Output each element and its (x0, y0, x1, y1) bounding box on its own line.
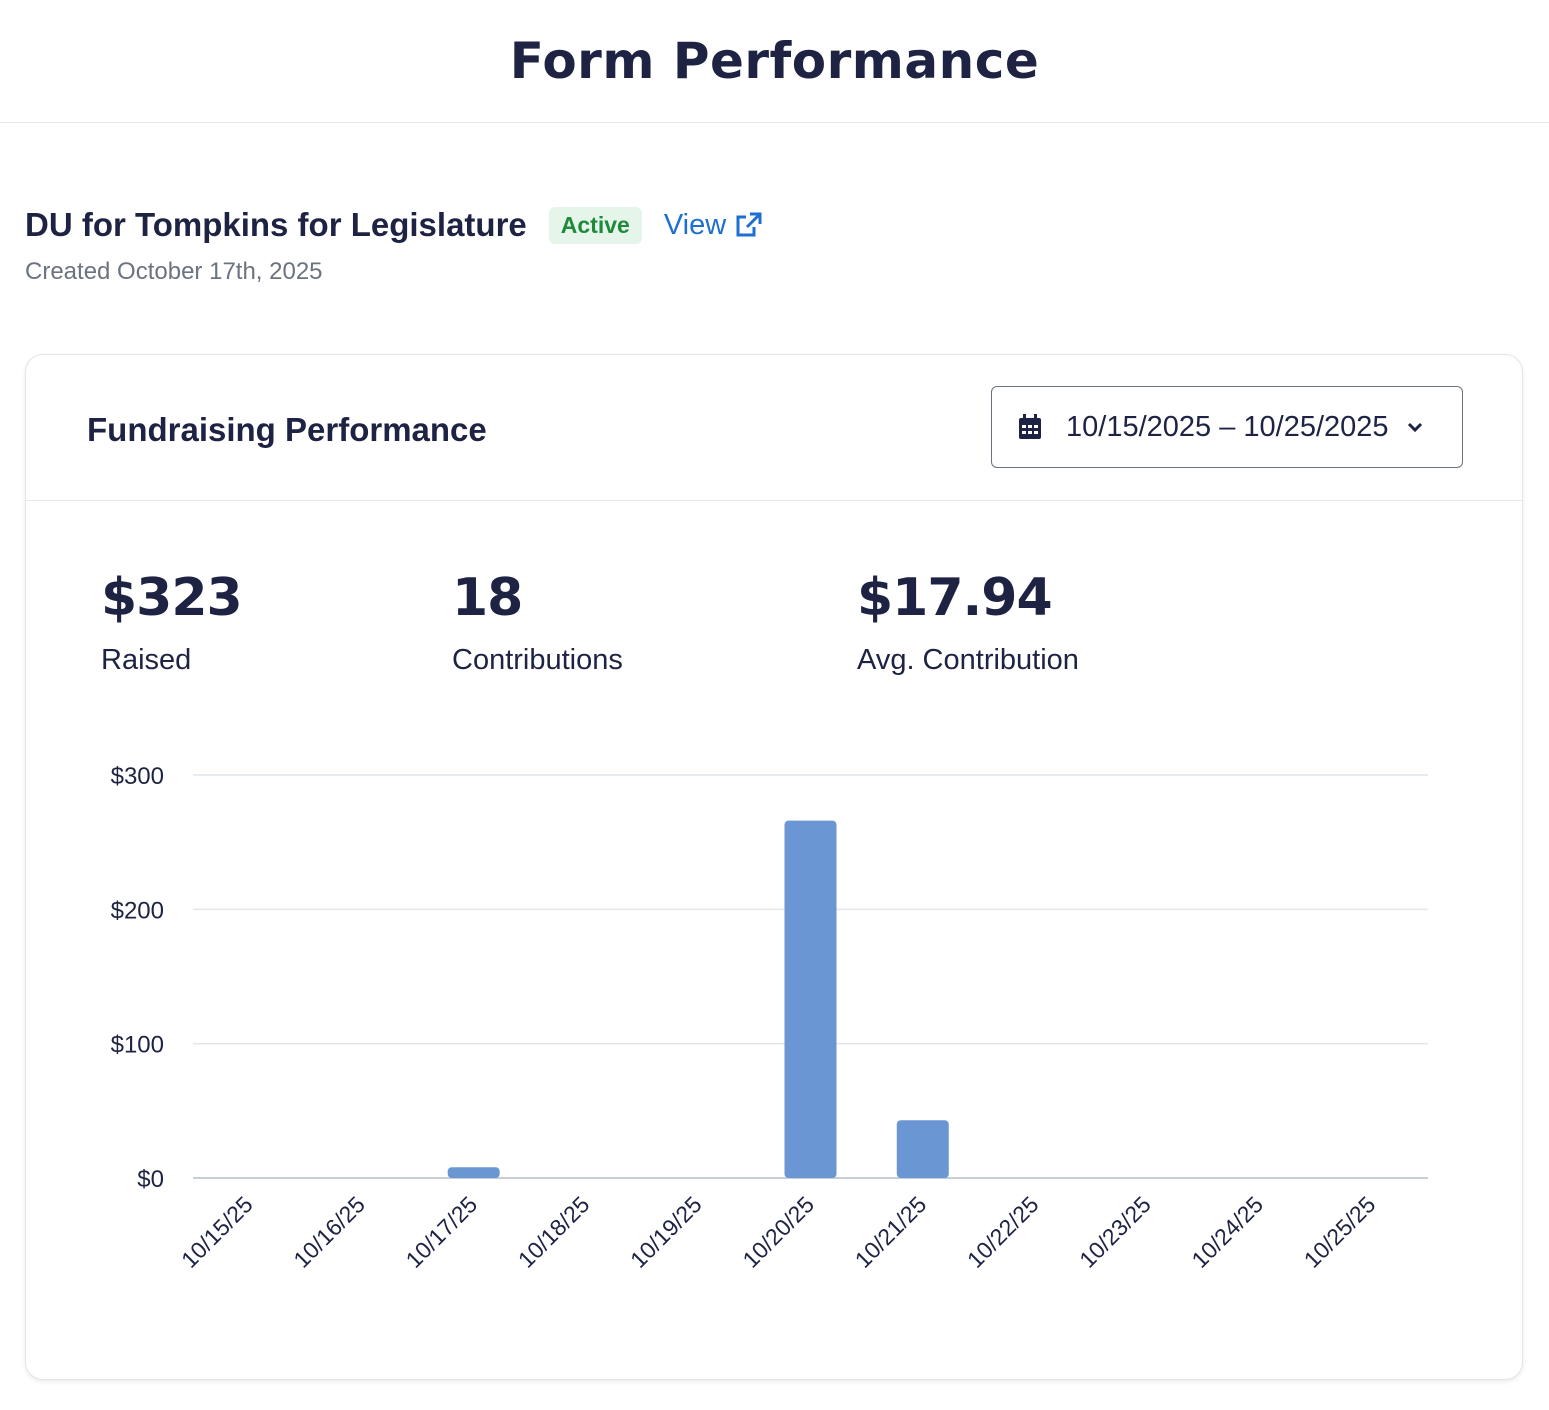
card-title: Fundraising Performance (87, 411, 487, 448)
bar (447, 1167, 500, 1178)
stat-contributions: 18 Contributions (452, 572, 623, 677)
x-tick-label: 10/22/25 (962, 1191, 1044, 1273)
y-tick-label: $100 (111, 1032, 164, 1059)
view-link-label: View (663, 208, 727, 241)
stat-value: $323 (101, 568, 243, 628)
x-tick-label: 10/21/25 (850, 1191, 932, 1273)
chevron-down-icon (1407, 421, 1423, 433)
stat-label: Raised (101, 644, 192, 676)
stat-raised: $323 Raised (101, 568, 243, 677)
fundraising-card: Fundraising Performance 10/15/2025 – 10/… (25, 354, 1523, 1380)
stat-value: 18 (452, 568, 523, 628)
y-tick-label: $300 (111, 763, 164, 790)
bar (896, 1120, 949, 1178)
stat-label: Avg. Contribution (857, 644, 1079, 676)
x-tick-label: 10/23/25 (1074, 1191, 1156, 1273)
y-tick-label: $200 (111, 897, 164, 924)
x-tick-label: 10/17/25 (401, 1191, 483, 1273)
stat-avg-contribution: $17.94 Avg. Contribution (857, 572, 1079, 677)
stat-value: $17.94 (857, 568, 1053, 628)
external-link-icon (736, 212, 762, 237)
y-tick-label: $0 (137, 1166, 164, 1193)
x-tick-label: 10/25/25 (1299, 1191, 1381, 1273)
page-title: Form Performance (509, 32, 1040, 90)
date-range-picker[interactable]: 10/15/2025 – 10/25/2025 (991, 386, 1463, 468)
x-tick-label: 10/19/25 (625, 1191, 707, 1273)
status-badge: Active (548, 206, 642, 244)
x-tick-label: 10/24/25 (1186, 1191, 1268, 1273)
x-tick-label: 10/16/25 (288, 1191, 370, 1273)
calendar-icon (1018, 414, 1042, 440)
x-tick-label: 10/18/25 (513, 1191, 595, 1273)
form-header: DU for Tompkins for Legislature Active V… (25, 206, 762, 244)
created-date: Created October 17th, 2025 (25, 258, 323, 285)
x-tick-label: 10/20/25 (737, 1191, 819, 1273)
bar (784, 820, 837, 1178)
card-header: Fundraising Performance 10/15/2025 – 10/… (26, 355, 1522, 501)
date-range-value: 10/15/2025 – 10/25/2025 (1066, 410, 1389, 443)
view-link[interactable]: View (664, 209, 762, 242)
form-name: DU for Tompkins for Legislature (25, 206, 527, 243)
x-tick-label: 10/15/25 (176, 1191, 258, 1273)
stat-label: Contributions (452, 644, 623, 676)
page-header: Form Performance (0, 0, 1549, 123)
